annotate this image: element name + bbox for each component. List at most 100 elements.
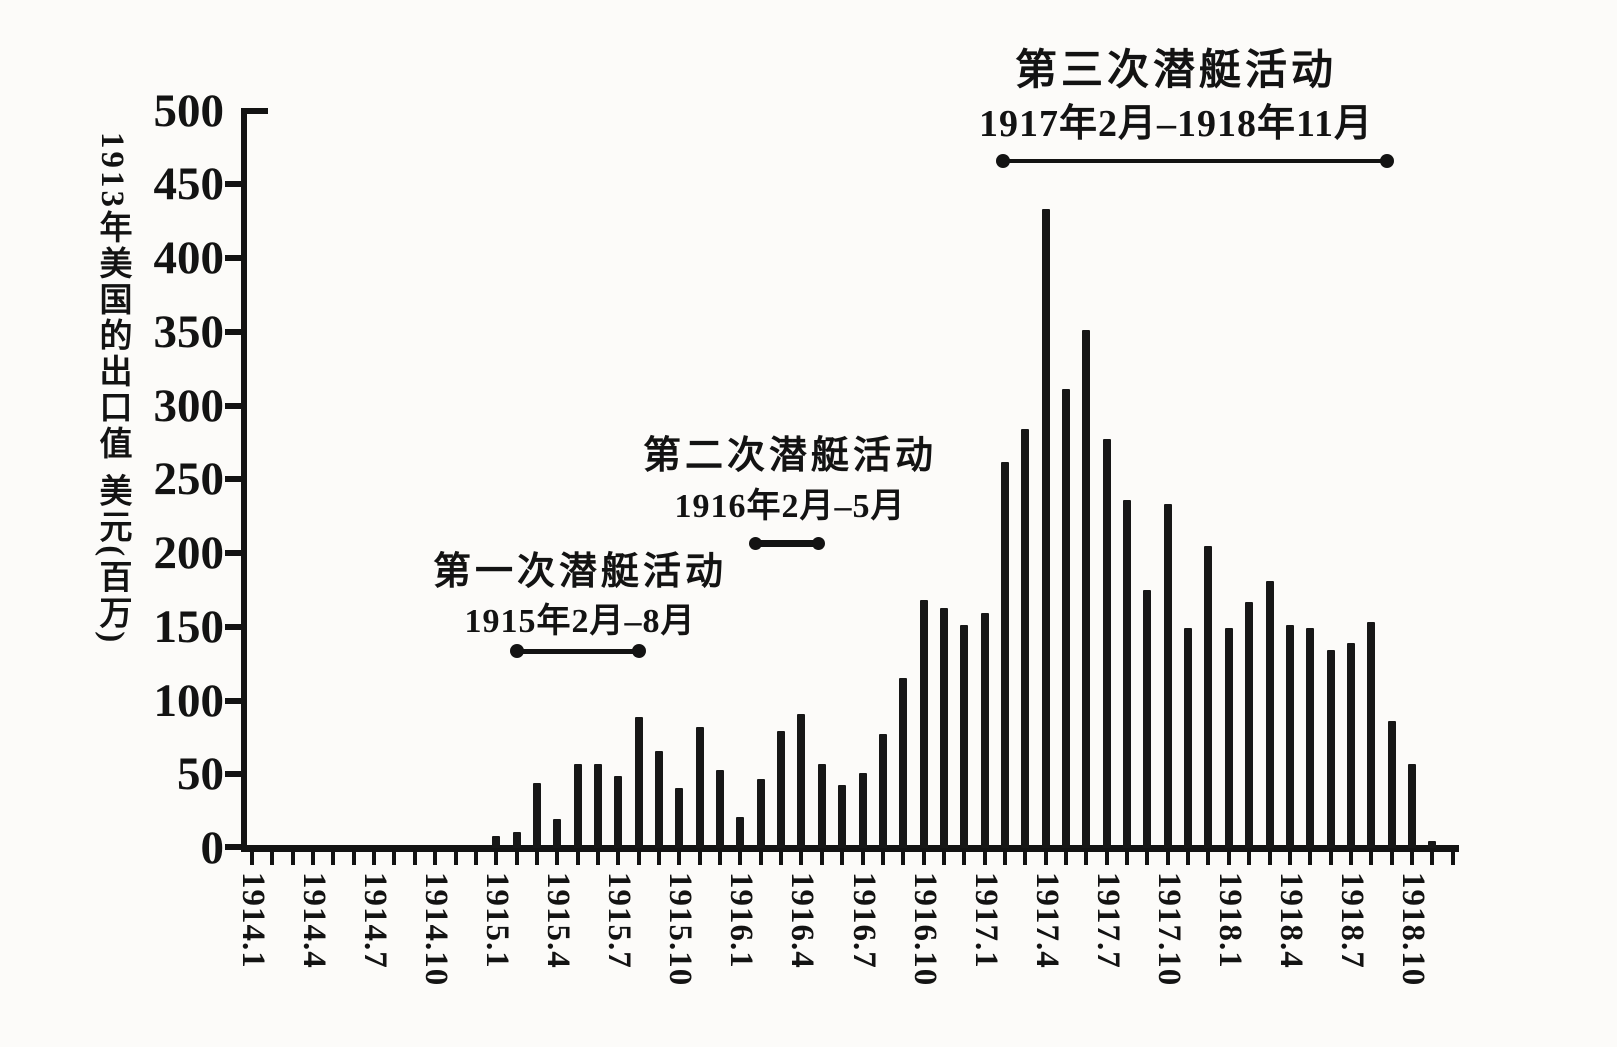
y-tick-label-50: 50 [177, 748, 224, 801]
y-tick-label-150: 150 [153, 600, 225, 653]
x-axis-tick-1914.11 [453, 852, 458, 865]
x-axis-tick-1918.2 [1247, 852, 1252, 865]
y-axis-line [241, 107, 247, 851]
x-axis-tick-1916.8 [880, 852, 885, 865]
x-axis-tick-1918.11 [1430, 852, 1435, 865]
y-axis-tick-200 [225, 550, 244, 556]
x-axis-tick-1917.5 [1064, 852, 1068, 865]
bar-1916.5 [817, 763, 826, 848]
x-axis-tick-1914.5 [331, 852, 336, 865]
bar-1918.8 [1367, 622, 1376, 848]
x-tick-label-1915.7: 1915.7 [601, 872, 638, 969]
bar-1918.2 [1245, 601, 1254, 848]
x-tick-label-1916.4: 1916.4 [784, 872, 821, 969]
x-axis-tick-1915.9 [657, 852, 661, 865]
bar-1917.12 [1204, 545, 1213, 848]
y-tick-label-250: 250 [153, 453, 225, 506]
y-axis-tick-50 [225, 771, 244, 778]
campaign-1-span-line [517, 648, 639, 654]
x-axis-tick-1917.8 [1125, 852, 1130, 865]
x-axis-tick-1918.9 [1389, 852, 1394, 865]
bar-1917.1 [980, 613, 989, 848]
campaign-1-span-dot-left [510, 644, 524, 658]
x-tick-label-1917.1: 1917.1 [967, 872, 1004, 969]
x-tick-label-1914.7: 1914.7 [357, 872, 394, 969]
bar-1916.12 [960, 625, 969, 848]
y-axis-title: 1913年美国的出口值 美元(百万) [94, 132, 130, 646]
x-axis-tick-1917.12 [1206, 852, 1211, 865]
x-axis-tick-1915.8 [636, 852, 641, 865]
y-axis-tick-0 [225, 844, 244, 850]
x-axis-tick-1916.6 [840, 852, 845, 865]
x-axis-tick-1915.2 [514, 852, 519, 865]
y-tick-label-350: 350 [153, 305, 225, 358]
x-axis-tick-1914.9 [412, 852, 417, 865]
bar-1918.10 [1407, 763, 1416, 848]
bar-1915.6 [593, 763, 602, 848]
x-axis-tick-1918.12 [1450, 852, 1455, 865]
campaign-2-title: 第二次潜艇活动 [642, 435, 938, 477]
x-tick-label-1917.10: 1917.10 [1150, 872, 1187, 987]
bar-1916.6 [838, 784, 847, 848]
x-axis-tick-1916.10 [921, 852, 926, 865]
bar-1916.2 [756, 778, 765, 848]
x-axis-tick-1916.2 [758, 852, 763, 865]
x-axis-tick-1915.11 [697, 852, 702, 865]
x-axis-tick-1917.10 [1165, 852, 1170, 865]
bar-1917.9 [1143, 589, 1152, 848]
bar-1915.1 [492, 836, 501, 848]
bar-1915.9 [655, 750, 663, 848]
x-tick-label-1915.10: 1915.10 [662, 872, 699, 987]
x-axis-tick-1915.1 [494, 852, 499, 865]
x-axis-tick-1918.8 [1369, 852, 1374, 865]
bar-1916.3 [777, 731, 786, 848]
x-tick-label-1918.4: 1918.4 [1272, 872, 1309, 969]
x-axis-tick-1918.3 [1267, 852, 1272, 865]
x-axis-tick-1914.10 [433, 852, 438, 865]
bar-1917.3 [1021, 429, 1030, 848]
bar-1916.9 [899, 678, 908, 848]
bar-1915.3 [532, 783, 541, 848]
x-axis-tick-1915.6 [595, 852, 600, 865]
campaign-2-span-line [755, 539, 818, 547]
x-axis-tick-1914.2 [270, 852, 275, 865]
x-tick-label-1917.4: 1917.4 [1028, 872, 1065, 969]
x-axis-tick-1914.3 [290, 852, 295, 865]
campaign-3-span-line [1003, 159, 1387, 163]
bar-1915.4 [553, 818, 562, 848]
x-axis-tick-1916.4 [799, 852, 804, 865]
x-tick-label-1914.4: 1914.4 [296, 872, 333, 969]
x-axis-tick-1914.4 [311, 852, 316, 865]
x-axis-tick-1916.1 [738, 852, 743, 865]
campaign-3-dates: 1917年2月–1918年11月 [979, 103, 1373, 145]
x-axis-tick-1914.6 [351, 852, 356, 865]
y-axis-tick-100 [225, 697, 244, 704]
bar-1917.2 [1000, 461, 1009, 848]
bar-1916.11 [939, 607, 948, 848]
campaign-2-dates: 1916年2月–5月 [674, 488, 906, 525]
bar-1916.4 [797, 713, 806, 848]
x-tick-label-1917.7: 1917.7 [1089, 872, 1126, 969]
x-tick-label-1918.10: 1918.10 [1394, 872, 1431, 987]
x-axis-tick-1916.12 [962, 852, 967, 865]
y-axis-tick-450 [225, 181, 244, 188]
y-axis-tick-500 [244, 107, 268, 114]
bar-1917.10 [1163, 504, 1172, 848]
bar-1915.11 [695, 727, 704, 848]
y-tick-label-100: 100 [153, 674, 225, 727]
campaign-2-span-dot-left [748, 536, 762, 550]
y-axis-tick-350 [225, 328, 244, 335]
bar-1918.6 [1326, 650, 1335, 848]
x-axis-tick-1917.11 [1186, 852, 1191, 865]
x-tick-label-1918.7: 1918.7 [1333, 872, 1370, 969]
x-tick-label-1915.1: 1915.1 [479, 872, 516, 969]
x-axis-tick-1917.4 [1043, 852, 1048, 865]
bar-1918.1 [1224, 628, 1233, 848]
bar-1917.7 [1102, 439, 1111, 848]
bar-1916.7 [858, 772, 867, 848]
campaign-1-span-dot-right [632, 644, 646, 658]
x-axis-tick-1918.7 [1348, 852, 1353, 865]
y-tick-label-200: 200 [153, 527, 225, 579]
x-axis-tick-1917.2 [1002, 852, 1007, 865]
